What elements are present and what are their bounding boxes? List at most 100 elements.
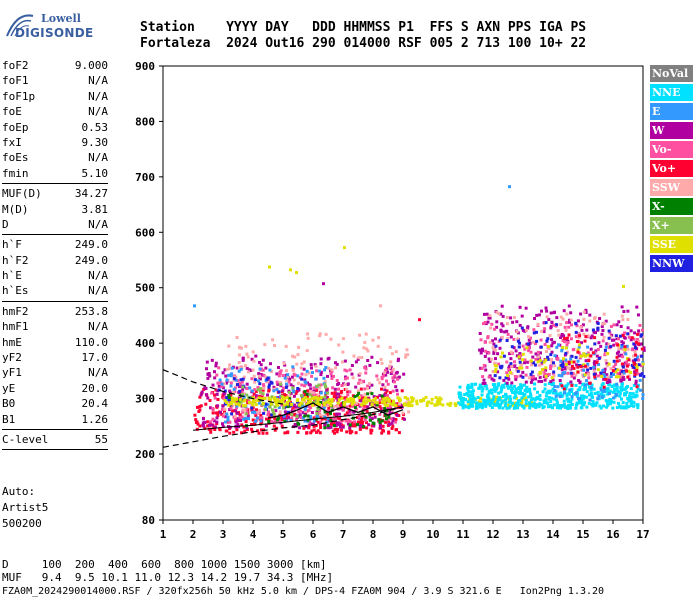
echo-point: [282, 403, 286, 407]
echo-point: [633, 362, 637, 366]
echo-point: [306, 395, 309, 399]
echo-point: [262, 386, 266, 390]
echo-point: [214, 361, 218, 365]
echo-point: [261, 431, 265, 435]
echo-point: [251, 398, 255, 402]
echo-point: [424, 395, 428, 399]
echo-point: [559, 334, 563, 338]
echo-point: [539, 345, 543, 349]
echo-point: [607, 400, 611, 404]
echo-point: [346, 422, 350, 426]
echo-point: [484, 349, 488, 353]
echo-point: [359, 399, 363, 403]
echo-point: [264, 375, 268, 379]
echo-point: [586, 382, 590, 386]
echo-point: [257, 401, 261, 405]
echo-point: [506, 374, 510, 377]
echo-point: [521, 352, 525, 356]
echo-point: [470, 382, 474, 386]
echo-point: [366, 392, 370, 396]
echo-point: [501, 383, 505, 387]
echo-point: [531, 355, 535, 359]
echo-point: [552, 397, 556, 401]
echo-point: [225, 398, 229, 402]
echo-point: [229, 401, 233, 405]
echo-point: [520, 386, 524, 390]
echo-point: [339, 403, 342, 407]
param-value: N/A: [88, 105, 108, 119]
echo-point: [610, 372, 613, 375]
echo-point: [612, 323, 616, 327]
echo-point: [587, 385, 591, 389]
echo-point: [446, 402, 450, 406]
echo-point: [407, 401, 411, 405]
echo-point: [303, 390, 307, 393]
echo-point: [361, 411, 365, 415]
echo-point: [357, 381, 361, 385]
echo-point: [240, 380, 244, 384]
echo-point: [514, 368, 518, 372]
echo-point: [316, 429, 320, 433]
echo-point: [465, 391, 469, 395]
param-row: foF2 9.000: [2, 58, 108, 73]
echo-point: [568, 403, 572, 407]
echo-point: [566, 350, 569, 354]
echo-point: [323, 380, 327, 384]
echo-point: [237, 396, 241, 400]
x-tick-label: 4: [250, 528, 257, 541]
echo-point: [607, 329, 611, 333]
echo-point: [434, 396, 438, 400]
echo-point: [308, 393, 312, 397]
echo-point: [543, 378, 547, 382]
param-value: 55: [94, 432, 108, 446]
echo-point: [578, 385, 582, 389]
echo-point: [509, 397, 512, 401]
echo-point: [258, 374, 262, 378]
echo-point: [362, 425, 366, 429]
echo-point: [631, 395, 634, 399]
echo-point: [370, 392, 374, 396]
echo-point: [258, 409, 261, 413]
echo-point: [599, 388, 603, 392]
echo-point: [586, 334, 590, 338]
echo-point: [565, 312, 569, 316]
echo-point: [284, 405, 288, 409]
echo-point: [242, 375, 246, 379]
echo-point: [370, 383, 374, 387]
echo-point: [348, 404, 352, 408]
echo-point: [569, 371, 573, 375]
echo-point: [228, 367, 231, 371]
echo-point: [238, 398, 242, 401]
echo-point: [299, 366, 303, 370]
echo-point: [481, 381, 485, 385]
echo-point: [220, 382, 224, 386]
echo-point: [394, 404, 398, 407]
echo-point: [199, 404, 203, 408]
echo-point: [358, 378, 362, 382]
echo-point: [350, 430, 354, 434]
echo-point: [509, 316, 513, 320]
echo-point: [490, 377, 494, 381]
echo-point: [610, 384, 614, 388]
echo-point: [617, 390, 621, 394]
echo-point: [531, 375, 535, 379]
echo-point: [535, 330, 538, 334]
echo-point: [634, 379, 638, 383]
echo-point: [271, 420, 275, 424]
echo-point: [528, 406, 532, 410]
echo-point: [483, 381, 487, 385]
echo-point: [252, 359, 256, 363]
echo-point: [327, 409, 331, 413]
param-value: 17.0: [81, 351, 109, 365]
echo-point: [564, 338, 568, 342]
echo-point: [542, 330, 546, 334]
echo-point: [547, 396, 551, 399]
echo-point: [596, 368, 600, 372]
echo-point: [405, 348, 409, 352]
echo-point: [581, 373, 585, 377]
echo-point: [588, 319, 592, 323]
echo-point: [602, 404, 605, 408]
echo-point: [346, 390, 350, 394]
echo-point: [528, 387, 531, 391]
